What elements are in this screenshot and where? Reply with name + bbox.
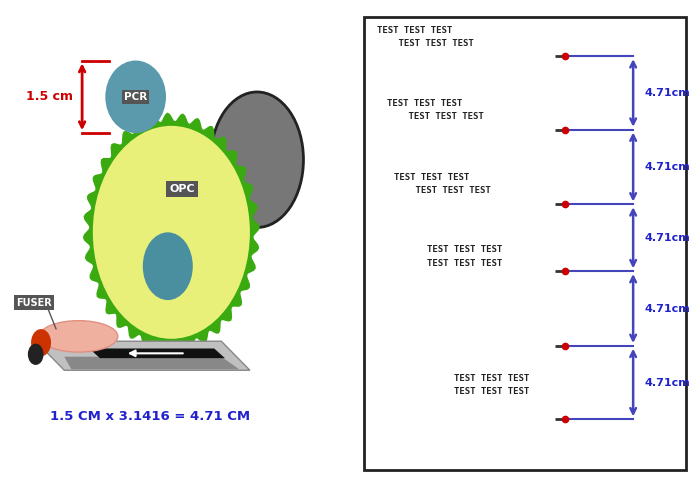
FancyBboxPatch shape [364, 16, 686, 469]
Polygon shape [90, 348, 225, 358]
Text: OPC: OPC [169, 184, 195, 194]
Polygon shape [36, 341, 250, 370]
Ellipse shape [105, 60, 166, 133]
Text: 1.5 CM x 3.1416 = 4.71 CM: 1.5 CM x 3.1416 = 4.71 CM [50, 410, 250, 423]
Polygon shape [83, 113, 259, 351]
Circle shape [31, 329, 51, 356]
Text: 4.71cm: 4.71cm [645, 378, 690, 388]
Text: 4.71cm: 4.71cm [645, 88, 690, 98]
Text: FUSER: FUSER [16, 298, 52, 307]
Circle shape [28, 344, 43, 365]
Text: TEST TEST TEST
    TEST TEST TEST: TEST TEST TEST TEST TEST TEST [387, 99, 484, 121]
Ellipse shape [93, 126, 250, 339]
Ellipse shape [211, 92, 304, 227]
Ellipse shape [39, 320, 118, 352]
Polygon shape [64, 357, 239, 369]
Text: 1.5 cm: 1.5 cm [26, 91, 74, 103]
Circle shape [143, 232, 192, 300]
Text: 4.71cm: 4.71cm [645, 233, 690, 243]
Text: TEST TEST TEST
TEST TEST TEST: TEST TEST TEST TEST TEST TEST [454, 374, 529, 396]
Text: TEST TEST TEST
    TEST TEST TEST: TEST TEST TEST TEST TEST TEST [377, 26, 474, 48]
Text: 4.71cm: 4.71cm [645, 162, 690, 172]
Text: TEST TEST TEST
TEST TEST TEST: TEST TEST TEST TEST TEST TEST [427, 245, 503, 268]
Text: 4.71cm: 4.71cm [645, 303, 690, 314]
Text: TEST TEST TEST
    TEST TEST TEST: TEST TEST TEST TEST TEST TEST [393, 173, 491, 195]
Text: PCR: PCR [124, 92, 147, 102]
